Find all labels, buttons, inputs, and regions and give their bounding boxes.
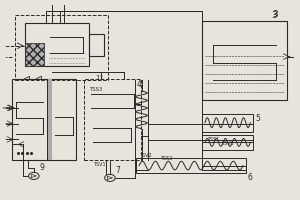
Text: 7: 7: [116, 166, 121, 175]
Text: 3: 3: [271, 11, 277, 20]
Bar: [202, 114, 253, 132]
Bar: [136, 158, 246, 173]
Bar: [15, 15, 108, 80]
Text: 11: 11: [95, 75, 104, 81]
Bar: [47, 79, 52, 160]
Text: 9: 9: [40, 163, 45, 172]
Text: TSV3: TSV3: [221, 141, 233, 146]
Text: 4: 4: [136, 80, 141, 89]
Bar: [84, 79, 141, 160]
Bar: [25, 43, 44, 66]
Text: TSV1: TSV1: [93, 162, 105, 167]
Circle shape: [105, 174, 115, 181]
Circle shape: [28, 172, 39, 179]
Bar: [202, 135, 253, 150]
Text: 3: 3: [272, 10, 278, 19]
Bar: [89, 34, 104, 56]
Bar: [12, 79, 76, 160]
Text: TSS2: TSS2: [160, 156, 172, 161]
Bar: [202, 21, 287, 100]
Text: TSS3: TSS3: [90, 87, 103, 92]
Text: TSV2: TSV2: [139, 153, 152, 158]
Text: 5: 5: [255, 114, 260, 123]
Text: TSS1: TSS1: [207, 137, 220, 142]
Bar: [25, 23, 89, 66]
Text: 6: 6: [248, 173, 252, 182]
